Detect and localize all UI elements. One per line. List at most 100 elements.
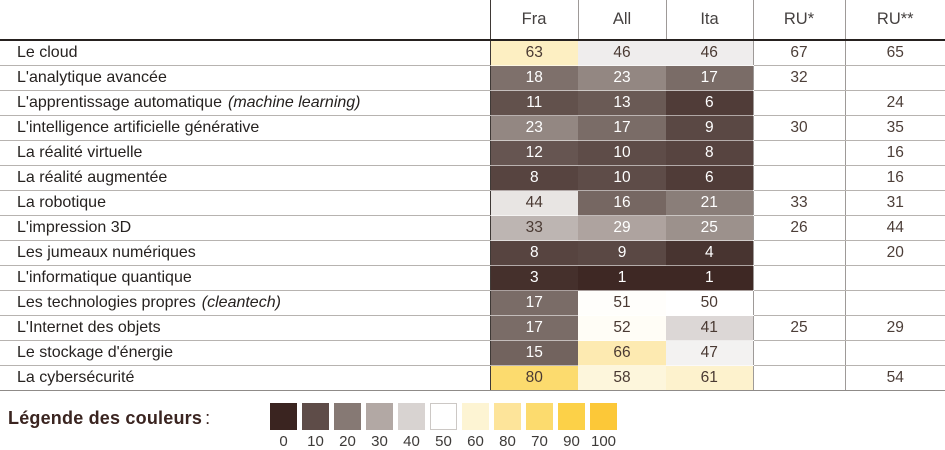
legend-swatch	[302, 403, 329, 430]
heat-cell: 18	[490, 65, 578, 91]
legend-swatches: 0 10 20 30 40 50 60 80 70 90 100	[270, 403, 617, 450]
legend-swatch-item: 30	[366, 403, 393, 450]
heat-cell: 1	[666, 265, 753, 291]
heat-cell: 44	[490, 190, 578, 216]
heat-cell: 12	[490, 140, 578, 166]
legend-swatch-label: 40	[403, 433, 420, 450]
legend-swatch	[334, 403, 361, 430]
table-row: L'analytique avancée 18 23 17 32	[0, 65, 945, 91]
column-header-All: All	[577, 0, 666, 41]
table-row: La réalité augmentée 8 10 6 16	[0, 165, 945, 191]
table-row: Le stockage d'énergie 15 66 47	[0, 340, 945, 366]
value-cell: 24	[844, 90, 945, 116]
legend-swatch-label: 100	[590, 433, 617, 450]
legend-swatch-item: 70	[526, 403, 553, 450]
row-label: Le cloud	[0, 40, 491, 66]
value-cell	[752, 240, 845, 266]
heat-cell: 15	[490, 340, 578, 366]
legend-swatch	[270, 403, 297, 430]
heat-cell: 46	[578, 40, 666, 66]
value-cell: 44	[844, 215, 945, 241]
legend-swatch-label: 90	[563, 433, 580, 450]
heat-cell: 6	[666, 165, 753, 191]
color-legend: Légende des couleurs: 0 10 20 30 40 50 60 80 70 9…	[0, 403, 945, 450]
legend-swatch	[398, 403, 425, 430]
heat-cell: 6	[666, 90, 753, 116]
table-row: La réalité virtuelle 12 10 8 16	[0, 140, 945, 166]
column-header-RUss: RU**	[844, 0, 945, 41]
legend-colon: :	[205, 408, 211, 428]
column-header-RUs: RU*	[752, 0, 845, 41]
legend-swatch-label: 0	[279, 433, 288, 450]
heat-cell: 16	[578, 190, 666, 216]
legend-swatch-label: 70	[531, 433, 548, 450]
legend-swatch	[430, 403, 457, 430]
row-label-note: (cleantech)	[201, 294, 281, 311]
legend-swatch-item: 0	[270, 403, 297, 450]
value-cell: 54	[844, 365, 945, 391]
row-label: L'Internet des objets	[0, 315, 491, 341]
table-row: Le cloud 63 46 46 67 65	[0, 40, 945, 66]
heat-cell: 10	[578, 140, 666, 166]
row-label: L'informatique quantique	[0, 265, 491, 291]
header-row: Fra All Ita RU* RU**	[0, 0, 945, 41]
value-cell	[752, 265, 845, 291]
table-row: La cybersécurité 80 58 61 54	[0, 365, 945, 391]
value-cell	[844, 290, 945, 316]
legend-swatch-label: 20	[339, 433, 356, 450]
value-cell: 35	[844, 115, 945, 141]
heat-cell: 17	[666, 65, 753, 91]
value-cell: 31	[844, 190, 945, 216]
heat-cell: 33	[490, 215, 578, 241]
heat-cell: 46	[666, 40, 753, 66]
heat-cell: 13	[578, 90, 666, 116]
value-cell	[844, 340, 945, 366]
heat-cell: 10	[578, 165, 666, 191]
value-cell: 29	[844, 315, 945, 341]
header-empty-cell	[0, 0, 491, 41]
value-cell: 25	[752, 315, 845, 341]
value-cell	[844, 265, 945, 291]
heat-cell: 21	[666, 190, 753, 216]
row-label-note: (machine learning)	[227, 94, 361, 111]
value-cell: 16	[844, 165, 945, 191]
heat-cell: 50	[666, 290, 753, 316]
row-label: L'apprentissage automatique (machine lear…	[0, 90, 491, 116]
table-row: L'Internet des objets 17 52 41 25 29	[0, 315, 945, 341]
legend-swatch	[494, 403, 521, 430]
heat-cell: 8	[490, 165, 578, 191]
heat-cell: 8	[666, 140, 753, 166]
table-row: La robotique 44 16 21 33 31	[0, 190, 945, 216]
row-label: L'impression 3D	[0, 215, 491, 241]
table-row: L'impression 3D 33 29 25 26 44	[0, 215, 945, 241]
value-cell	[752, 165, 845, 191]
legend-swatch	[366, 403, 393, 430]
table-row: Les technologies propres (cleantech) 17 51 5…	[0, 290, 945, 316]
heat-cell: 52	[578, 315, 666, 341]
value-cell	[752, 365, 845, 391]
heat-cell: 61	[666, 365, 753, 391]
legend-swatch-label: 50	[435, 433, 452, 450]
heat-cell: 63	[490, 40, 578, 66]
legend-title: Légende des couleurs:	[8, 408, 211, 428]
legend-swatch-label: 10	[307, 433, 324, 450]
value-cell	[752, 290, 845, 316]
value-cell: 30	[752, 115, 845, 141]
legend-swatch-item: 20	[334, 403, 361, 450]
value-cell: 20	[844, 240, 945, 266]
heat-cell: 41	[666, 315, 753, 341]
table-row: L'informatique quantique 3 1 1	[0, 265, 945, 291]
legend-swatch	[526, 403, 553, 430]
row-label: Le stockage d'énergie	[0, 340, 491, 366]
heat-cell: 29	[578, 215, 666, 241]
heat-cell: 17	[578, 115, 666, 141]
table-row: Les jumeaux numériques 8 9 4 20	[0, 240, 945, 266]
heat-cell: 9	[666, 115, 753, 141]
value-cell: 32	[752, 65, 845, 91]
legend-swatch-item: 10	[302, 403, 329, 450]
value-cell	[844, 65, 945, 91]
heat-cell: 8	[490, 240, 578, 266]
value-cell: 65	[844, 40, 945, 66]
legend-swatch-item: 40	[398, 403, 425, 450]
value-cell: 16	[844, 140, 945, 166]
